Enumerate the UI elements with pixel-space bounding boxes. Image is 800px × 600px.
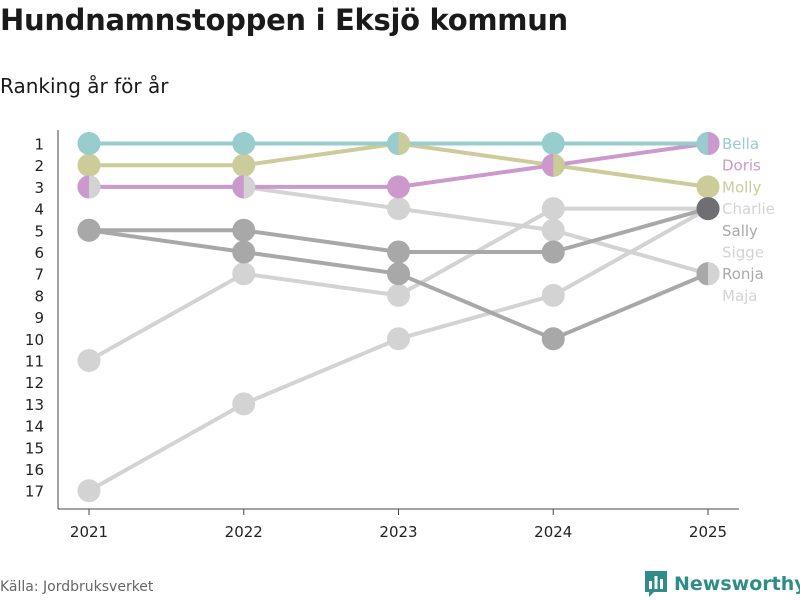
split-marker-2024-rank-2-right xyxy=(553,153,565,177)
y-tick-label-14: 14 xyxy=(25,418,44,436)
point-sigge-2023 xyxy=(387,327,410,351)
split-marker-2023-rank-1-left xyxy=(387,132,399,155)
point-ronja-2023 xyxy=(387,262,410,286)
y-tick-label-2: 2 xyxy=(34,157,44,175)
series-label-sally: Sally xyxy=(722,222,758,240)
y-tick-label-5: 5 xyxy=(34,222,44,240)
point-bella-2022 xyxy=(232,132,256,155)
split-marker-2022-rank-3-right xyxy=(243,175,256,199)
split-marker-2025-rank-1-right xyxy=(708,132,720,155)
x-tick-label-2023: 2023 xyxy=(379,523,417,541)
y-tick-label-17: 17 xyxy=(25,483,44,501)
split-marker-2021-rank-3-right xyxy=(89,175,101,199)
x-tick-label-2021: 2021 xyxy=(70,523,108,541)
source-note: Källa: Jordbruksverket xyxy=(0,579,154,595)
point-sally-2022 xyxy=(232,218,256,242)
point-maja-2021 xyxy=(77,349,101,372)
point-charlie-2024 xyxy=(541,218,565,242)
point-molly-2025 xyxy=(696,175,720,199)
split-marker-2024-rank-2-left xyxy=(541,153,554,177)
series-labels: Bella Doris Molly Charlie Sally Sigge Ronja Maj… xyxy=(722,135,775,305)
point-sigge-2024 xyxy=(541,283,565,307)
y-tick-label-13: 13 xyxy=(25,396,44,414)
bar-chart-icon xyxy=(645,571,667,597)
y-tick-label-15: 15 xyxy=(25,439,44,457)
y-tick-label-3: 3 xyxy=(34,179,44,197)
series-label-maja: Maja xyxy=(722,287,758,305)
axes: 2021 2022 2023 2024 202512345678910111213141… xyxy=(25,130,739,541)
point-sally-2024 xyxy=(541,240,565,264)
x-tick-label-2024: 2024 xyxy=(534,523,572,541)
point-sally-2021 xyxy=(77,218,101,242)
series-label-sigge: Sigge xyxy=(722,244,764,262)
point-maja-2024 xyxy=(541,197,565,221)
y-tick-label-16: 16 xyxy=(25,461,44,479)
series-label-bella: Bella xyxy=(722,135,759,153)
point-bella-2024 xyxy=(541,132,565,155)
point-sigge-2022 xyxy=(232,392,256,416)
split-marker-2022-rank-3-left xyxy=(232,175,244,199)
point-molly-2021 xyxy=(77,153,101,177)
split-marker-2025-rank-7-right xyxy=(708,262,720,286)
point-charlie-2023 xyxy=(387,197,410,221)
point-sally-2023 xyxy=(387,240,410,264)
point-doris-2023 xyxy=(387,175,410,199)
point-sigge-2021 xyxy=(77,479,101,503)
brand-name: Newsworthy xyxy=(674,573,800,595)
y-tick-label-9: 9 xyxy=(34,309,44,327)
point-bella-2021 xyxy=(77,132,101,155)
y-tick-label-8: 8 xyxy=(34,287,44,305)
y-tick-label-12: 12 xyxy=(25,374,44,392)
point-ronja-2022 xyxy=(232,240,256,264)
split-marker-2021-rank-3-left xyxy=(77,175,89,199)
series-label-charlie: Charlie xyxy=(722,200,775,218)
y-tick-label-7: 7 xyxy=(34,266,44,284)
chart-subtitle: Ranking år för år xyxy=(0,74,169,98)
x-tick-label-2025: 2025 xyxy=(689,523,727,541)
point-ronja-2024 xyxy=(541,327,565,351)
y-tick-label-11: 11 xyxy=(25,353,44,371)
split-marker-2023-rank-1-right xyxy=(398,132,411,155)
chart-title: Hundnamnstoppen i Eksjö kommun xyxy=(0,3,568,37)
point-molly-2022 xyxy=(232,153,256,177)
y-tick-label-6: 6 xyxy=(34,244,44,262)
point-maja-2023 xyxy=(387,283,410,307)
brand-logo: Newsworthy xyxy=(644,570,800,598)
series-label-molly: Molly xyxy=(722,178,761,196)
split-marker-2025-rank-7-left xyxy=(696,262,708,286)
series-label-doris: Doris xyxy=(722,157,761,175)
y-tick-label-1: 1 xyxy=(34,136,44,154)
point-maja-2022 xyxy=(232,262,256,286)
series-label-ronja: Ronja xyxy=(722,265,764,283)
x-tick-label-2022: 2022 xyxy=(225,523,263,541)
series-markers xyxy=(77,132,720,503)
y-tick-label-4: 4 xyxy=(34,201,44,219)
overlap-marker-2025-rank-4 xyxy=(696,197,720,221)
y-tick-label-10: 10 xyxy=(25,331,44,349)
split-marker-2025-rank-1-left xyxy=(696,132,708,155)
